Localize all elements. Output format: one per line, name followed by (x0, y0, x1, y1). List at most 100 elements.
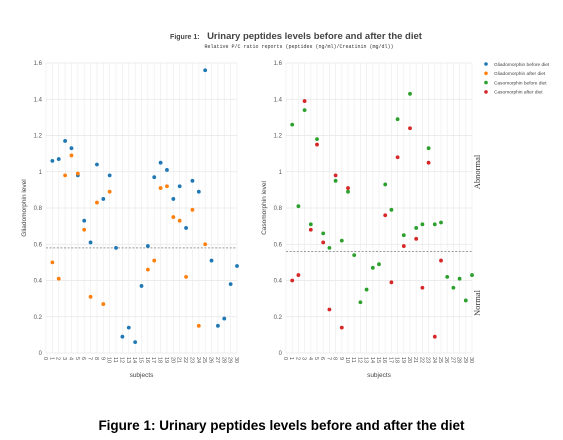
data-point-series-2 (145, 267, 150, 272)
x-tick-label: 27 (449, 357, 455, 363)
data-point-series-2 (82, 227, 87, 232)
y-axis-label: Casomorphin level (261, 181, 268, 235)
data-point-series-2 (290, 278, 295, 283)
data-point-series-1 (408, 91, 412, 96)
x-tick-label: 7 (87, 357, 93, 360)
figure-subtitle: Relative P/C ratio reports (peptides (ng… (204, 44, 393, 50)
data-point-series-2 (346, 186, 350, 190)
x-tick-label: 7 (325, 357, 331, 360)
data-point-series-2 (339, 325, 344, 330)
x-tick-label: 2 (55, 357, 61, 360)
data-point-series-2 (56, 276, 61, 281)
data-point-series-2 (296, 273, 301, 277)
data-point-series-1 (165, 168, 169, 172)
x-tick-label: 27 (214, 357, 220, 363)
annotation-abnormal: Abnormal (472, 154, 482, 189)
x-tick-label: 25 (201, 357, 207, 363)
x-tick-label: 14 (369, 357, 375, 363)
y-tick-label: 1.6 (34, 61, 43, 67)
data-point-series-1 (352, 253, 357, 258)
x-tick-label: 3 (301, 357, 307, 360)
data-point-series-2 (426, 160, 431, 165)
data-point-series-1 (395, 117, 400, 122)
casomorphin-panel: 00.20.40.60.811.21.41.60 1 2 3 4 5 6 7 8 9 10 11 12 1… (261, 61, 482, 379)
x-tick-label: 0 (282, 357, 288, 360)
data-point-series-1 (190, 178, 195, 183)
x-tick-label: 12 (356, 357, 362, 363)
y-tick-label: 1.6 (274, 61, 283, 67)
x-tick-label: 10 (106, 357, 112, 363)
y-tick-label: 1.2 (34, 134, 43, 140)
x-tick-label: 2 (294, 357, 300, 360)
y-tick-label: 0.2 (34, 315, 43, 321)
data-point-series-1 (50, 158, 55, 163)
x-axis-label: subjects (367, 372, 392, 379)
x-tick-label: 17 (150, 357, 156, 363)
x-tick-label: 18 (157, 357, 163, 363)
data-point-series-1 (445, 274, 450, 279)
figure-title-prefix: Figure 1: (170, 34, 200, 41)
data-point-series-2 (184, 274, 188, 279)
x-tick-label: 5 (74, 357, 80, 360)
data-point-series-2 (327, 307, 332, 312)
legend-label: Gliadomorphin before diet (494, 62, 550, 68)
data-point-series-1 (56, 157, 61, 161)
data-point-series-1 (101, 197, 106, 201)
y-tick-label: 0 (279, 351, 283, 357)
data-point-series-1 (339, 238, 344, 243)
data-point-series-1 (451, 285, 456, 290)
data-point-series-2 (414, 236, 419, 241)
data-point-series-1 (302, 108, 307, 113)
figure-title-main: Urinary peptides levels before and after… (207, 31, 423, 42)
data-point-series-1 (401, 233, 406, 238)
data-point-series-1 (333, 178, 338, 183)
data-point-series-1 (308, 222, 313, 227)
data-point-series-2 (107, 189, 112, 194)
data-point-series-2 (432, 334, 437, 339)
y-tick-label: 0 (39, 351, 43, 357)
legend-marker (484, 71, 488, 76)
data-point-series-1 (370, 265, 375, 270)
data-point-series-1 (133, 340, 138, 345)
data-point-series-1 (389, 207, 394, 212)
x-tick-label: 15 (138, 357, 144, 363)
x-tick-label: 12 (118, 357, 124, 363)
x-tick-label: 19 (400, 357, 406, 363)
legend-marker (484, 80, 488, 85)
data-point-series-1 (463, 298, 468, 303)
data-point-series-2 (196, 323, 201, 328)
y-tick-label: 1.4 (274, 97, 283, 103)
x-tick-label: 19 (163, 357, 169, 363)
x-tick-label: 26 (208, 357, 214, 363)
data-point-series-1 (346, 189, 350, 194)
annotation-normal: Normal (472, 289, 482, 316)
data-point-series-2 (190, 207, 195, 212)
x-tick-label: 17 (387, 357, 393, 363)
data-point-series-1 (222, 316, 227, 321)
data-point-series-2 (395, 155, 400, 160)
data-point-series-2 (101, 302, 106, 306)
x-tick-label: 21 (412, 357, 418, 363)
data-point-series-1 (470, 273, 474, 277)
data-point-series-2 (321, 240, 326, 245)
data-point-series-2 (203, 242, 208, 247)
data-point-series-1 (139, 284, 144, 288)
data-point-series-2 (177, 218, 182, 223)
legend-label: Gliadomorphin after diet (494, 71, 546, 77)
y-tick-label: 0.4 (34, 279, 43, 285)
y-tick-label: 0.8 (274, 206, 283, 212)
x-tick-label: 1 (288, 357, 294, 360)
data-point-series-1 (203, 68, 208, 73)
x-tick-label: 8 (332, 357, 338, 360)
data-point-series-2 (88, 294, 93, 299)
gliadomorphin-panel: 00.20.40.60.811.21.41.60 1 2 3 4 5 6 7 8 9 10 11 12 1… (21, 61, 239, 379)
data-point-series-2 (308, 227, 313, 232)
x-tick-label: 23 (425, 357, 431, 363)
data-point-series-1 (358, 300, 363, 305)
data-point-series-1 (158, 160, 163, 165)
data-point-series-1 (235, 264, 239, 268)
x-tick-label: 29 (227, 357, 233, 363)
legend: Gliadomorphin before diet Gliadomorphin a… (484, 62, 550, 96)
legend-label: Casomorphin before diet (494, 80, 547, 86)
